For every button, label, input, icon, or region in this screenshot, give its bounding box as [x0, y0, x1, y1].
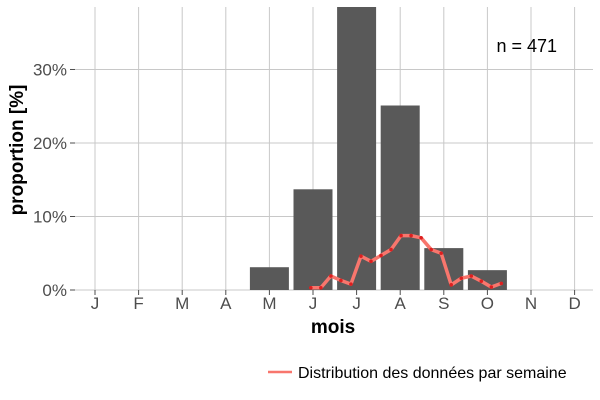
y-tick-label: 30%	[33, 60, 67, 79]
series-point	[329, 274, 333, 278]
series-point	[319, 285, 323, 290]
y-tick-label: 20%	[33, 134, 67, 153]
bar	[467, 270, 507, 290]
series-point	[369, 259, 373, 264]
weekly-series	[309, 233, 504, 290]
x-tick-label: A	[220, 294, 232, 313]
bar	[249, 267, 289, 290]
y-tick-label: 10%	[33, 207, 67, 226]
legend: Distribution des données par semaine	[268, 365, 567, 382]
y-axis-ticks: 0% 10% 20% 30%	[33, 60, 75, 300]
x-tick-label: J	[309, 294, 318, 313]
series-point	[399, 233, 403, 238]
series-point	[379, 253, 383, 258]
x-tick-label: J	[91, 294, 100, 313]
series-point	[479, 279, 484, 283]
bar	[337, 7, 377, 290]
series-point	[469, 274, 474, 278]
series-point	[309, 285, 313, 290]
x-tick-label: N	[525, 294, 537, 313]
bar	[424, 248, 464, 290]
x-tick-label: S	[438, 294, 449, 313]
series-point	[389, 247, 393, 252]
bar	[380, 105, 420, 290]
bar	[293, 189, 333, 290]
series-point	[459, 276, 464, 281]
x-axis-title: mois	[311, 317, 355, 338]
series-point	[449, 283, 454, 287]
series-point	[349, 282, 353, 286]
x-tick-label: D	[568, 294, 580, 313]
series-point	[419, 236, 423, 240]
series-point	[409, 233, 413, 238]
sample-size-annotation: n = 471	[496, 36, 557, 56]
series-point	[489, 285, 494, 289]
x-tick-label: J	[352, 294, 361, 313]
y-tick-label: 0%	[42, 281, 67, 300]
x-tick-label: O	[481, 294, 494, 313]
series-point	[439, 251, 443, 256]
y-axis-title: proportion [%]	[7, 85, 28, 216]
series-point	[499, 281, 504, 286]
legend-label: Distribution des données par semaine	[298, 365, 567, 382]
series-point	[359, 254, 363, 258]
x-tick-label: A	[395, 294, 407, 313]
series-point	[339, 278, 343, 283]
x-tick-label: F	[133, 294, 143, 313]
x-tick-label: M	[262, 294, 276, 313]
x-tick-label: M	[175, 294, 189, 313]
series-point	[429, 247, 433, 252]
bars	[249, 7, 507, 290]
